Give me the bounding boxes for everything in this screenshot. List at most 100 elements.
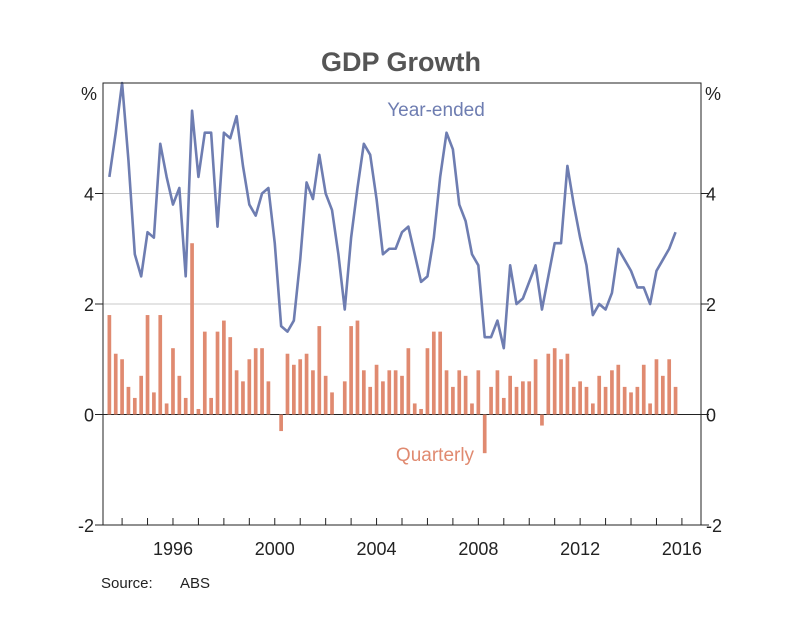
quarterly-bar [145, 315, 150, 415]
x-tick-label: 1996 [153, 539, 193, 559]
quarterly-bar [342, 381, 347, 415]
quarterly-bar [406, 348, 411, 415]
quarterly-bar [279, 414, 283, 432]
quarterly-bar [209, 397, 213, 415]
x-tick-label: 2012 [560, 539, 600, 559]
quarterly-bar [215, 331, 220, 415]
quarterly-bar [629, 392, 633, 415]
y-tick-label-right: 4 [706, 185, 716, 205]
quarterly-bar [317, 326, 322, 415]
quarterly-bar [565, 353, 570, 415]
x-tick-label: 2000 [255, 539, 295, 559]
quarterly-bar [451, 386, 455, 415]
quarterly-bar [171, 348, 175, 415]
quarterly-bar [660, 375, 665, 415]
y-tick-label-left: 2 [84, 295, 94, 315]
quarterly-bar [641, 364, 646, 415]
quarterly-bar [260, 348, 264, 415]
quarterly-bar [152, 392, 156, 415]
y-tick-label-left: 4 [84, 185, 94, 205]
legend-quarterly: Quarterly [396, 445, 475, 466]
quarterly-bar [635, 386, 640, 415]
right-unit-label: % [705, 84, 721, 104]
quarterly-bar [527, 381, 532, 415]
quarterly-bar [107, 315, 112, 415]
quarterly-bar [381, 381, 385, 415]
quarterly-bar [482, 414, 487, 454]
quarterly-bar [603, 386, 608, 415]
quarterly-bar [552, 348, 557, 415]
quarterly-bar [304, 353, 309, 415]
y-tick-label-right: 0 [706, 406, 716, 426]
quarterly-bar [597, 375, 602, 415]
quarterly-bar [355, 320, 360, 415]
quarterly-bar [400, 375, 404, 415]
quarterly-bar [501, 397, 506, 415]
quarterly-bar [374, 364, 379, 415]
legend-year-ended: Year-ended [387, 100, 485, 121]
quarterly-bar [132, 397, 137, 415]
quarterly-bar [622, 386, 627, 415]
quarterly-bar [241, 381, 245, 415]
quarterly-bar [463, 375, 468, 415]
year-ended-line-group [108, 81, 677, 350]
quarterly-bar [311, 370, 315, 415]
quarterly-bar [667, 359, 672, 415]
quarterly-bar [266, 381, 271, 415]
quarterly-bar [393, 370, 398, 415]
x-tick-label: 2004 [357, 539, 397, 559]
chart-title: GDP Growth [321, 47, 481, 77]
quarterly-bar [126, 386, 131, 415]
quarterly-bar [361, 370, 366, 415]
quarterly-bar [533, 359, 538, 415]
quarterly-bar [253, 348, 258, 415]
quarterly-bar [228, 337, 233, 415]
quarterly-bar [654, 359, 659, 415]
quarterly-bar [190, 243, 194, 415]
axis-ticks: -2 -2 0 0 2 2 4 4 1996 2000 2004 2008 2012 2016 [78, 185, 722, 560]
quarterly-bar [470, 403, 474, 415]
quarterly-bar [234, 370, 239, 415]
quarterly-bars [107, 243, 678, 454]
quarterly-bar [419, 408, 423, 415]
quarterly-bar [292, 364, 296, 415]
year-ended-line [108, 81, 677, 350]
quarterly-bar [113, 353, 118, 415]
source-value: ABS [180, 575, 210, 592]
quarterly-bar [546, 353, 551, 415]
x-tick-label: 2008 [458, 539, 498, 559]
quarterly-bar [591, 403, 595, 415]
y-tick-label-left: 0 [84, 406, 94, 426]
quarterly-bar [330, 392, 334, 415]
x-tick-label: 2016 [662, 539, 702, 559]
left-unit-label: % [81, 84, 97, 104]
quarterly-bar [139, 375, 144, 415]
quarterly-bar [323, 375, 328, 415]
quarterly-bar [648, 403, 652, 415]
quarterly-bar [457, 370, 462, 415]
quarterly-bar [559, 359, 563, 415]
quarterly-bar [571, 386, 576, 415]
quarterly-bar [120, 359, 124, 415]
quarterly-bar [476, 370, 481, 415]
quarterly-bar [673, 386, 678, 415]
quarterly-bar [610, 370, 614, 415]
y-tick-label-right: -2 [706, 516, 722, 536]
quarterly-bar [521, 381, 525, 415]
quarterly-bar [489, 386, 493, 415]
quarterly-bar [387, 370, 392, 415]
quarterly-bar [578, 381, 582, 415]
quarterly-bar [514, 386, 519, 415]
quarterly-bar [183, 397, 188, 415]
quarterly-bar [438, 331, 443, 415]
quarterly-bar [495, 370, 500, 415]
y-tick-label-right: 2 [706, 295, 716, 315]
quarterly-bar [164, 403, 169, 415]
quarterly-bar [177, 375, 182, 415]
quarterly-bar [298, 359, 303, 415]
source-label: Source: [101, 575, 153, 592]
quarterly-bar [540, 414, 544, 426]
quarterly-bar [584, 386, 589, 415]
quarterly-bar [508, 375, 512, 415]
quarterly-bar [368, 386, 373, 415]
